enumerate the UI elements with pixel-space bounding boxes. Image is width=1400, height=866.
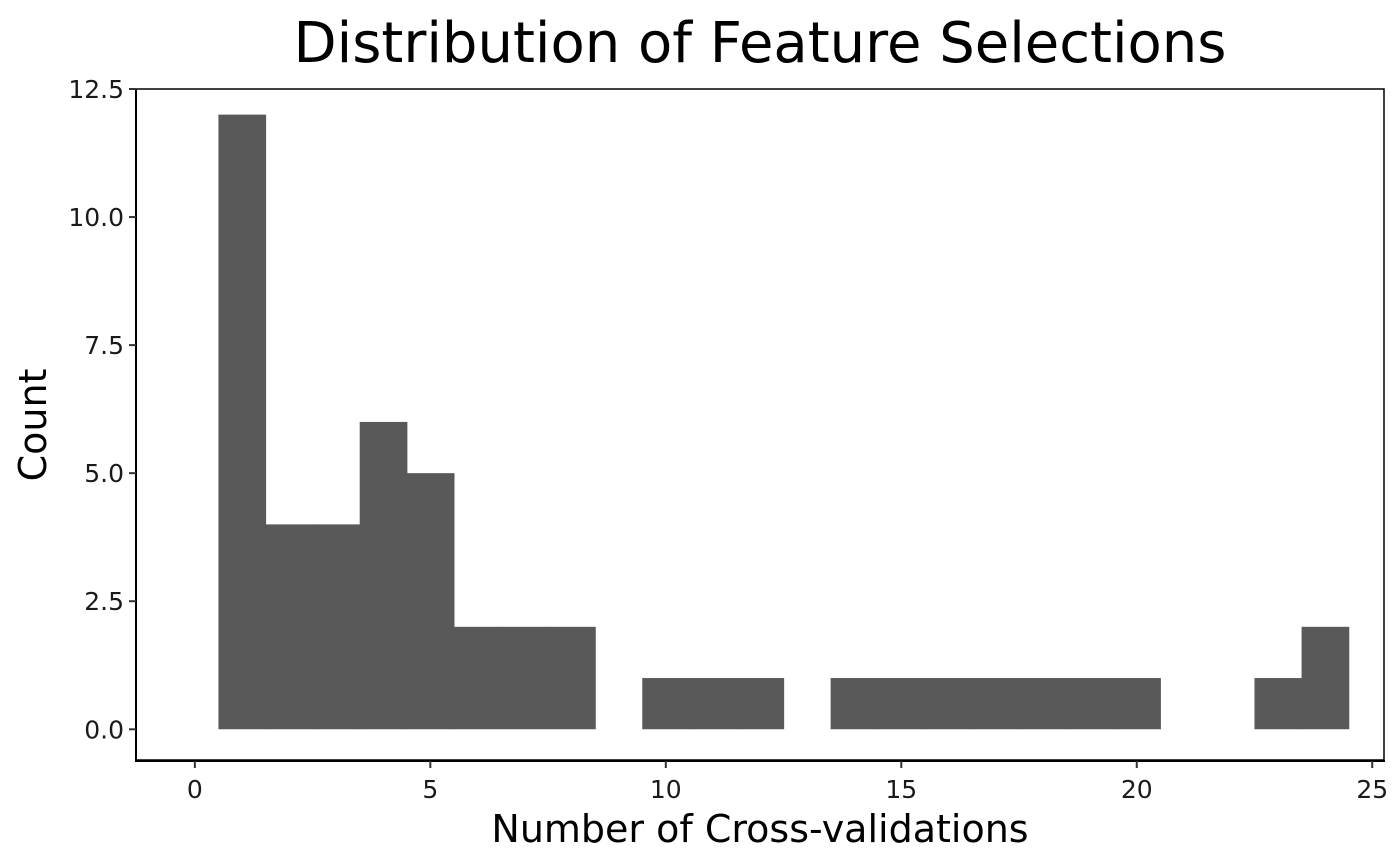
histogram-bar: [877, 678, 926, 730]
x-tick-label: 25: [1356, 775, 1388, 804]
x-tick-label: 0: [187, 775, 203, 804]
histogram-bar: [1113, 678, 1161, 730]
histogram-bar: [1254, 678, 1303, 730]
x-tick-label: 20: [1121, 775, 1153, 804]
histogram-bar: [924, 678, 973, 730]
histogram-bar: [265, 524, 314, 730]
histogram-bar: [453, 626, 502, 730]
x-tick-label: 10: [650, 775, 682, 804]
histogram-bar: [830, 678, 879, 730]
y-axis-ticks: 0.0 2.5 5.0 7.5 10.0 12.5: [68, 75, 136, 744]
bars-group: [218, 114, 1350, 730]
histogram-bar: [406, 473, 455, 730]
plot-area: 0 5 10 15 20 25 0.0 2.5 5.0 7.5 10.0 12.5: [68, 75, 1388, 804]
histogram-bar: [500, 626, 549, 730]
histogram-bar: [312, 524, 361, 730]
histogram-bar: [736, 678, 785, 730]
y-tick-label: 0.0: [84, 715, 124, 744]
histogram-bar: [1066, 678, 1114, 730]
histogram-bar: [642, 678, 690, 730]
x-axis-title: Number of Cross-validations: [491, 807, 1028, 851]
histogram-bar: [971, 678, 1020, 730]
histogram-bar: [359, 421, 408, 730]
y-axis-title: Count: [11, 369, 55, 482]
histogram-bar: [218, 114, 267, 730]
histogram-bar: [1019, 678, 1067, 730]
y-tick-label: 10.0: [68, 203, 124, 232]
histogram-bar: [689, 678, 738, 730]
x-tick-label: 15: [885, 775, 917, 804]
y-tick-label: 5.0: [84, 459, 124, 488]
y-tick-label: 7.5: [84, 331, 124, 360]
histogram-bar: [1301, 626, 1350, 730]
y-tick-label: 12.5: [68, 75, 124, 104]
histogram-bar: [548, 626, 596, 730]
chart-title: Distribution of Feature Selections: [294, 11, 1227, 76]
y-tick-label: 2.5: [84, 587, 124, 616]
x-axis-ticks: 0 5 10 15 20 25: [187, 761, 1388, 804]
x-tick-label: 5: [422, 775, 438, 804]
